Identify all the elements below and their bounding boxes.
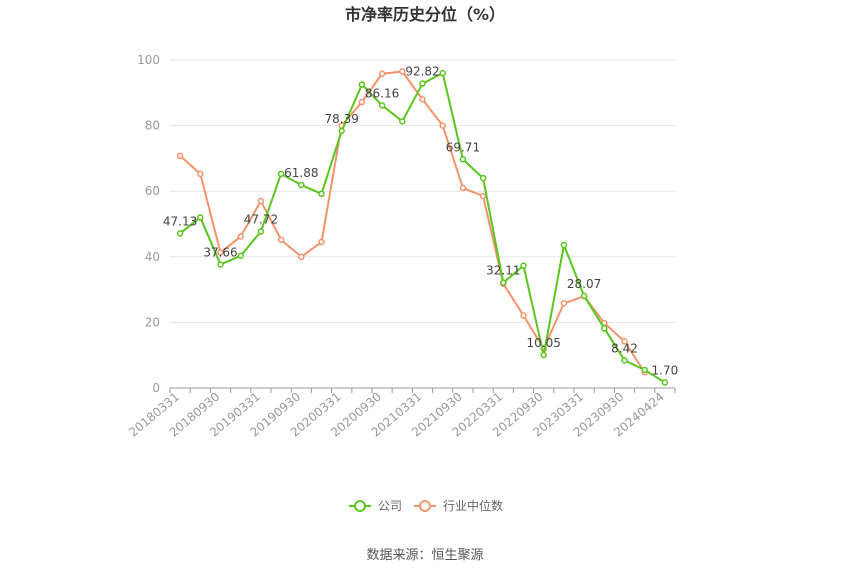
data-point-company bbox=[419, 80, 426, 87]
data-source: 数据来源：恒生聚源 bbox=[366, 548, 483, 563]
data-label: 47.13 bbox=[163, 214, 197, 228]
data-point-industry-median bbox=[257, 197, 265, 205]
data-point-industry-median bbox=[439, 122, 446, 129]
data-label: 47.72 bbox=[244, 212, 278, 226]
data-point-company bbox=[439, 69, 446, 77]
series-layer bbox=[176, 68, 669, 386]
data-label: 28.07 bbox=[567, 277, 601, 291]
data-point-company bbox=[399, 118, 406, 125]
legend-company-marker bbox=[354, 500, 366, 512]
chart-title: 市净率历史分位（%） bbox=[345, 5, 505, 24]
data-point-company bbox=[197, 214, 204, 221]
data-point-company bbox=[601, 325, 608, 332]
data-point-company bbox=[661, 379, 669, 386]
data-point-company bbox=[237, 252, 244, 260]
data-point-industry-median bbox=[419, 96, 426, 103]
data-point-company bbox=[560, 241, 568, 249]
data-point-company bbox=[641, 366, 648, 374]
data-point-industry-median bbox=[560, 300, 568, 307]
data-label: 1.70 bbox=[652, 363, 679, 377]
y-tick-label: 40 bbox=[145, 250, 160, 264]
data-label: 61.88 bbox=[284, 166, 318, 180]
data-point-industry-median bbox=[479, 192, 487, 200]
data-point-industry-median bbox=[459, 184, 467, 192]
data-point-company bbox=[338, 127, 345, 135]
data-label: 86.16 bbox=[365, 86, 399, 100]
data-label: 92.82 bbox=[405, 65, 439, 79]
data-point-company bbox=[500, 279, 507, 286]
legend-industry-label: 行业中位数 bbox=[443, 498, 503, 513]
series-line-industry-median bbox=[179, 70, 646, 373]
legend-industry-marker bbox=[419, 500, 431, 512]
data-label: 69.71 bbox=[446, 140, 480, 154]
data-label: 78.39 bbox=[325, 112, 359, 126]
grid-layer bbox=[170, 59, 675, 323]
data-point-company bbox=[277, 170, 285, 178]
y-tick-label: 0 bbox=[152, 381, 160, 395]
data-point-industry-median bbox=[237, 233, 244, 240]
data-point-company bbox=[580, 292, 588, 300]
data-point-industry-median bbox=[318, 238, 325, 246]
data-point-company bbox=[378, 102, 386, 109]
legend[interactable]: 公司 行业中位数 bbox=[349, 498, 503, 513]
data-point-industry-median bbox=[520, 312, 527, 319]
data-point-company bbox=[358, 81, 366, 88]
legend-item-company[interactable]: 公司 bbox=[349, 499, 402, 513]
data-label: 32.11 bbox=[486, 264, 520, 278]
data-point-industry-median bbox=[277, 236, 285, 243]
data-point-company bbox=[257, 228, 265, 235]
data-point-industry-median bbox=[378, 70, 386, 78]
data-point-company bbox=[540, 351, 547, 359]
legend-company-label: 公司 bbox=[378, 499, 402, 513]
y-tick-label: 60 bbox=[145, 184, 160, 198]
y-tick-label: 80 bbox=[145, 119, 160, 133]
data-point-industry-median bbox=[176, 152, 184, 160]
data-label-layer: 47.13 37.66 47.72 61.88 78.39 86.16 92.82 69.71… bbox=[163, 65, 678, 378]
data-point-company bbox=[479, 174, 487, 182]
data-point-industry-median bbox=[621, 338, 628, 345]
data-point-company bbox=[318, 190, 325, 198]
data-point-company bbox=[520, 262, 527, 269]
data-point-company bbox=[459, 156, 467, 163]
data-point-industry-median bbox=[399, 68, 406, 75]
data-point-industry-median bbox=[298, 253, 305, 261]
data-point-company bbox=[621, 357, 628, 364]
data-point-company bbox=[298, 181, 305, 189]
legend-item-industry-median[interactable]: 行业中位数 bbox=[414, 498, 503, 513]
y-tick-label: 100 bbox=[137, 53, 160, 67]
data-point-company bbox=[176, 230, 184, 237]
data-point-industry-median bbox=[358, 98, 366, 106]
data-label: 10.05 bbox=[527, 336, 561, 350]
data-label: 37.66 bbox=[203, 245, 237, 259]
data-label: 8.42 bbox=[611, 341, 638, 355]
data-point-company bbox=[217, 261, 224, 268]
data-point-industry-median bbox=[217, 249, 224, 256]
data-point-industry-median bbox=[197, 170, 204, 178]
series-line-company bbox=[179, 72, 666, 384]
y-tick-label: 20 bbox=[145, 315, 160, 329]
